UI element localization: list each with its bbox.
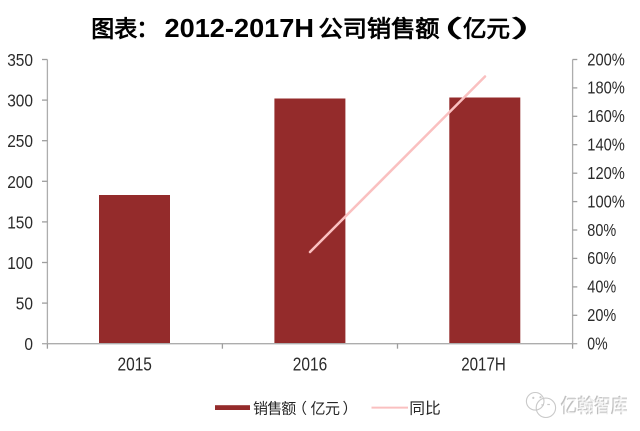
svg-text:200: 200 [7, 172, 33, 192]
svg-text:250: 250 [7, 131, 33, 151]
svg-text:）: ） [511, 15, 557, 41]
svg-text:2015: 2015 [118, 355, 152, 375]
svg-text:40%: 40% [587, 277, 616, 297]
svg-text:2016: 2016 [293, 355, 327, 375]
svg-text:2017H: 2017H [461, 355, 506, 375]
svg-text:100%: 100% [587, 191, 625, 211]
svg-text:120%: 120% [587, 163, 625, 183]
svg-text:2012-2017H: 2012-2017H [165, 13, 315, 43]
svg-text:亿元: 亿元 [463, 15, 510, 41]
svg-text:180%: 180% [587, 78, 625, 98]
svg-text:销售额（亿元）: 销售额（亿元） [253, 400, 358, 417]
svg-text:100: 100 [7, 253, 33, 273]
svg-text:160%: 160% [587, 106, 625, 126]
svg-text:0%: 0% [587, 334, 607, 354]
svg-text:（: （ [417, 15, 463, 41]
svg-text:公司销售额: 公司销售额 [319, 15, 440, 41]
svg-text:80%: 80% [587, 220, 616, 240]
svg-text:图表: 图表 [91, 15, 138, 41]
svg-text:同比: 同比 [409, 399, 441, 417]
svg-text:20%: 20% [587, 305, 616, 325]
svg-text:150: 150 [7, 212, 33, 232]
svg-text:亿翰智库: 亿翰智库 [561, 394, 628, 417]
svg-text:300: 300 [7, 91, 33, 111]
svg-text:140%: 140% [587, 135, 625, 155]
svg-text:亿翰智库: 亿翰智库 [562, 395, 629, 418]
svg-text:60%: 60% [587, 248, 616, 268]
svg-text:：: ： [136, 15, 159, 41]
svg-text:0: 0 [24, 334, 33, 354]
svg-text:350: 350 [7, 50, 33, 70]
svg-text:200%: 200% [587, 49, 625, 69]
svg-text:50: 50 [16, 294, 33, 314]
